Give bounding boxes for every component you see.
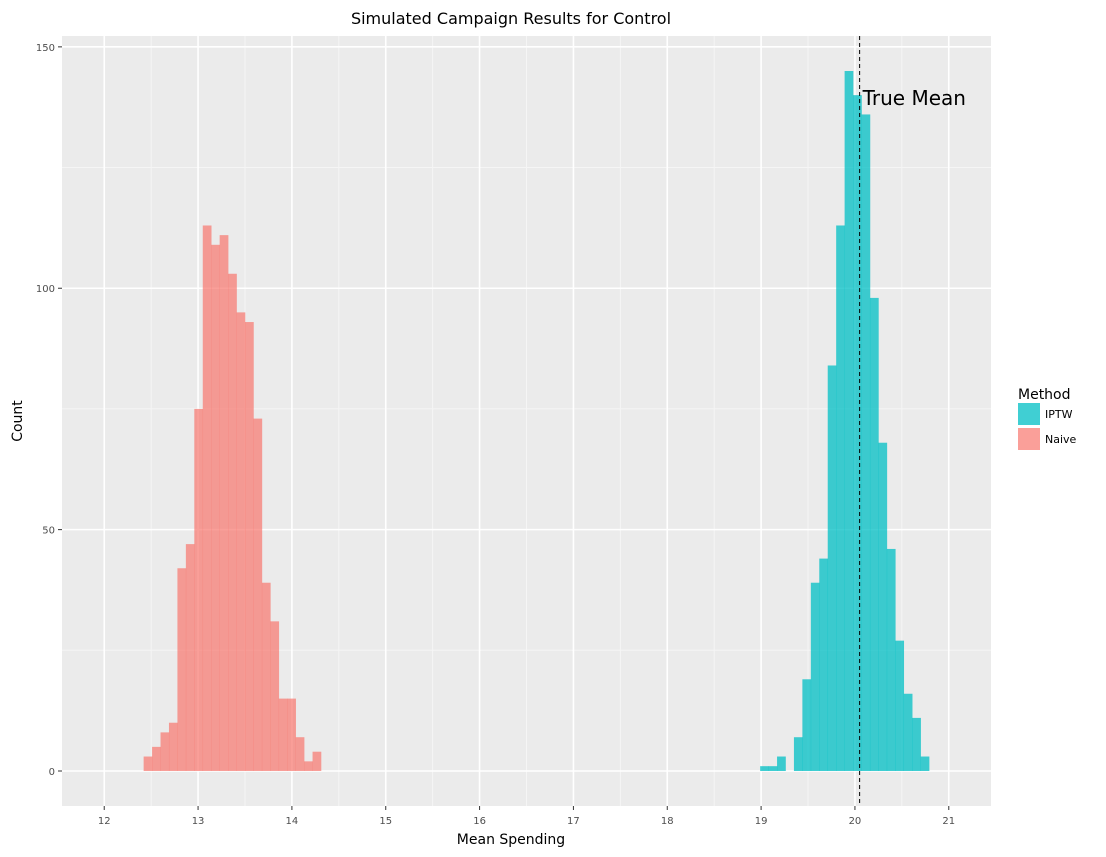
bar-iptw — [836, 225, 845, 771]
legend-title: Method — [1018, 387, 1071, 403]
legend-swatch-iptw — [1018, 403, 1040, 425]
bar-naive — [287, 698, 296, 771]
x-tick-label: 13 — [192, 816, 205, 827]
x-tick-label: 17 — [567, 816, 580, 827]
legend-label-naive: Naive — [1045, 433, 1077, 446]
bar-iptw — [920, 756, 930, 771]
x-tick-label: 15 — [379, 816, 392, 827]
bar-iptw — [861, 114, 871, 772]
bar-naive — [152, 746, 161, 771]
x-tick-label: 20 — [849, 816, 862, 827]
y-tick-label: 100 — [36, 284, 55, 295]
bar-iptw — [853, 95, 862, 771]
bar-naive — [278, 698, 288, 771]
bar-naive — [168, 722, 178, 771]
bar-iptw — [819, 558, 829, 771]
x-axis-title: Mean Spending — [457, 832, 565, 848]
bar-iptw — [912, 717, 921, 771]
x-tick-label: 21 — [942, 816, 955, 827]
bar-naive — [160, 732, 170, 771]
bar-iptw — [886, 548, 896, 771]
legend-swatch-naive — [1018, 428, 1040, 450]
bar-iptw — [903, 693, 913, 771]
bar-iptw — [869, 297, 879, 771]
bar-naive — [228, 273, 237, 771]
chart-title: Simulated Campaign Results for Control — [351, 9, 671, 28]
bar-naive — [261, 582, 271, 771]
bar-iptw — [768, 766, 778, 771]
bar-iptw — [802, 679, 812, 771]
bar-iptw — [878, 442, 888, 771]
bar-naive — [219, 235, 229, 771]
x-tick-label: 14 — [286, 816, 299, 827]
true-mean-label: True Mean — [862, 86, 966, 110]
bar-iptw — [810, 582, 820, 771]
bar-naive — [253, 418, 263, 771]
y-axis-title: Count — [10, 400, 26, 442]
bar-naive — [236, 312, 246, 771]
x-tick-label: 18 — [661, 816, 674, 827]
x-tick-label: 19 — [755, 816, 768, 827]
bar-naive — [270, 621, 280, 771]
histogram-bars — [143, 71, 930, 772]
bar-iptw — [895, 640, 905, 771]
bar-naive — [312, 751, 322, 771]
bar-naive — [211, 244, 220, 772]
bar-naive — [202, 225, 212, 771]
bar-naive — [143, 756, 153, 771]
bar-naive — [244, 322, 254, 771]
bar-iptw — [777, 756, 786, 771]
x-tick-label: 16 — [473, 816, 486, 827]
x-axis-ticks: 12 13 14 15 16 17 18 19 20 21 — [98, 806, 955, 827]
bar-iptw — [793, 737, 803, 771]
legend-label-iptw: IPTW — [1045, 408, 1073, 421]
y-tick-label: 0 — [49, 767, 55, 778]
bar-naive — [304, 761, 313, 771]
y-tick-label: 50 — [42, 526, 55, 537]
bar-naive — [295, 737, 305, 771]
y-axis-ticks: 0 50 100 150 — [36, 43, 62, 778]
bar-naive — [185, 544, 195, 771]
legend: Method IPTW Naive — [1018, 387, 1077, 450]
bar-naive — [194, 408, 204, 771]
y-tick-label: 150 — [36, 43, 55, 54]
bar-iptw — [827, 365, 837, 771]
bar-iptw — [760, 766, 769, 771]
x-tick-label: 12 — [98, 816, 111, 827]
bar-naive — [177, 568, 187, 771]
bar-iptw — [844, 71, 854, 771]
